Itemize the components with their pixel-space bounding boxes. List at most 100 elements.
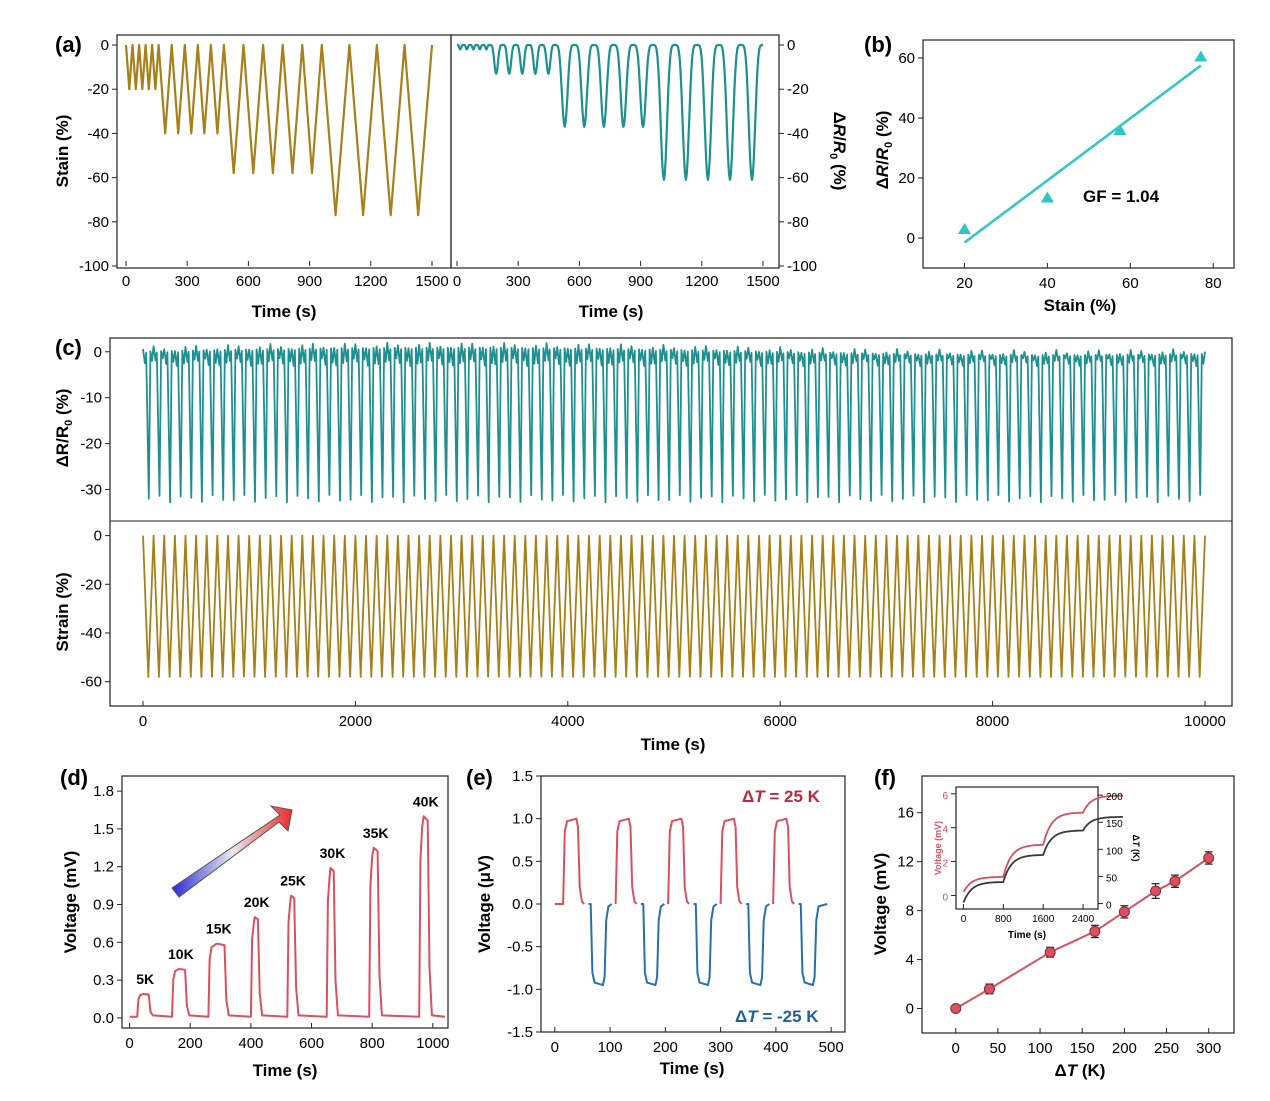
positive-pulse-line — [719, 817, 743, 905]
negative-pulse-line — [798, 903, 828, 987]
e-x-tick-label: 100 — [598, 1039, 623, 1056]
f-inset-yr-tick-label: 0 — [1106, 901, 1112, 912]
panel-label-c: (c) — [55, 335, 82, 360]
a-right-y-tick-label: -100 — [787, 258, 817, 275]
b-x-tick-label: 60 — [1122, 275, 1139, 292]
panel-d-frame — [121, 775, 449, 1029]
pulse-label: 15K — [206, 921, 232, 937]
d-x-tick-label: 400 — [238, 1035, 263, 1052]
e-x-tick-label: 400 — [763, 1039, 788, 1056]
data-point — [1089, 925, 1101, 937]
panel-b-frame — [922, 39, 1235, 269]
c-bottom-y-tick-label: 0 — [94, 528, 102, 545]
f-inset-yr-tick-label: 50 — [1106, 873, 1118, 884]
a-left-x-tick-label: 600 — [236, 273, 261, 290]
positive-pulse-line — [667, 817, 690, 905]
d-x-tick-label: 800 — [360, 1035, 385, 1052]
negative-pulse-line — [693, 903, 718, 987]
panel-c: (c) 0 2000 4000 6000 8000 10000 0 -10 -20 -30 0 -20… — [53, 335, 1233, 754]
a-left-y-tick-label: -80 — [87, 214, 109, 231]
panel-b-xlabel: Stain (%) — [1044, 296, 1117, 315]
panel-label-d: (d) — [60, 765, 88, 790]
data-point — [1150, 885, 1162, 897]
c-x-tick-label: 0 — [139, 713, 147, 730]
f-x-tick-label: 150 — [1070, 1040, 1095, 1057]
c-strain-series-line — [142, 534, 1206, 678]
panel-d: (d) 5K 10K 15K 20K 25K 30K 35K 40K 0 200 400 600 800… — [60, 765, 450, 1080]
panel-f-ylabel: Voltage (mV) — [871, 853, 890, 956]
data-point — [1194, 50, 1208, 62]
e-y-tick-label: 0.0 — [512, 896, 533, 913]
f-inset-yr-tick-label: 150 — [1106, 819, 1123, 830]
panel-a-right-xlabel: Time (s) — [579, 302, 644, 321]
d-x-tick-label: 200 — [178, 1035, 203, 1052]
b-y-tick-label: 40 — [898, 110, 915, 127]
c-x-tick-label: 2000 — [339, 713, 372, 730]
f-inset-x-tick-label: 0 — [961, 914, 967, 925]
fit-line — [963, 64, 1202, 244]
c-top-y-tick-label: 0 — [94, 344, 102, 361]
panel-f-inset-xlabel: Time (s) — [1008, 930, 1046, 941]
positive-pulse-line — [772, 817, 795, 905]
d-y-tick-label: 1.5 — [93, 821, 114, 838]
b-x-tick-label: 80 — [1205, 275, 1222, 292]
panel-c-frame — [109, 337, 1233, 707]
f-x-tick-label: 250 — [1154, 1040, 1179, 1057]
f-y-tick-label: 0 — [906, 1001, 914, 1018]
a-right-x-tick-label: 600 — [567, 273, 592, 290]
d-x-tick-label: 1000 — [416, 1035, 449, 1052]
panel-f-frame — [921, 775, 1235, 1034]
panel-c-bottom-ylabel: Strain (%) — [53, 572, 72, 651]
a-left-y-tick-label: -40 — [87, 125, 109, 142]
gauge-factor-annotation: GF = 1.04 — [1083, 187, 1160, 206]
c-x-tick-label: 8000 — [976, 713, 1009, 730]
pulse-label: 30K — [320, 845, 346, 861]
a-left-x-tick-label: 1200 — [354, 273, 387, 290]
data-point — [1044, 946, 1056, 958]
panel-e-series2-label: ΔT = -25 K — [735, 1007, 819, 1026]
f-y-tick-label: 8 — [906, 903, 914, 920]
negative-pulse-line — [588, 903, 613, 987]
c-top-y-tick-label: -10 — [80, 390, 102, 407]
negative-pulse-line — [641, 903, 665, 987]
panel-a-left-ylabel: Stain (%) — [53, 115, 72, 188]
e-x-tick-label: 500 — [819, 1039, 844, 1056]
d-y-tick-label: 0.6 — [93, 934, 114, 951]
a-right-x-tick-label: 1500 — [746, 273, 779, 290]
panel-c-plot: 0 2000 4000 6000 8000 10000 0 -10 -20 -30 0 -20 -40 -… — [80, 341, 1226, 730]
d-y-tick-label: 0.3 — [93, 972, 114, 989]
panel-a-right-ylabel: ΔR/R0 (%) — [827, 112, 849, 191]
f-inset-yl-tick-label: 6 — [942, 791, 948, 802]
pulse-label: 25K — [280, 873, 306, 889]
strain-series-line — [124, 43, 434, 217]
a-right-x-tick-label: 1200 — [685, 273, 718, 290]
panel-d-xlabel: Time (s) — [253, 1061, 318, 1080]
b-y-tick-label: 60 — [898, 50, 915, 67]
panel-a-resistance-plot: 0 300 600 900 1200 1500 0 -20 -40 -60 -80 -100 — [453, 37, 817, 290]
a-right-y-tick-label: 0 — [787, 37, 795, 54]
c-x-tick-label: 10000 — [1184, 713, 1226, 730]
b-y-tick-label: 0 — [907, 230, 915, 247]
c-x-tick-label: 6000 — [764, 713, 797, 730]
a-right-y-tick-label: -20 — [787, 81, 809, 98]
panel-f-inset-plot: 0 800 1600 2400 0 2 4 6 0 50 100 150 200 — [942, 791, 1123, 925]
e-y-tick-label: 1.0 — [512, 811, 533, 828]
e-y-tick-label: -0.5 — [507, 939, 533, 956]
panel-f-inset-ylabel-right: ΔT (K) — [1131, 835, 1141, 862]
e-x-tick-label: 300 — [708, 1039, 733, 1056]
panel-e-xlabel: Time (s) — [660, 1059, 725, 1078]
d-x-tick-label: 600 — [299, 1035, 324, 1052]
resistance-series-line — [456, 43, 764, 181]
pulse-label: 20K — [244, 894, 270, 910]
f-y-tick-label: 4 — [906, 952, 914, 969]
panel-label-a: (a) — [55, 32, 82, 57]
e-y-tick-label: 1.5 — [512, 768, 533, 785]
e-y-tick-label: 0.5 — [512, 853, 533, 870]
positive-pulse-line — [614, 817, 638, 905]
data-point — [983, 983, 995, 995]
pulse-label: 35K — [363, 825, 389, 841]
c-resistance-series-line — [142, 341, 1206, 504]
a-right-x-tick-label: 900 — [628, 273, 653, 290]
b-x-tick-label: 40 — [1039, 275, 1056, 292]
